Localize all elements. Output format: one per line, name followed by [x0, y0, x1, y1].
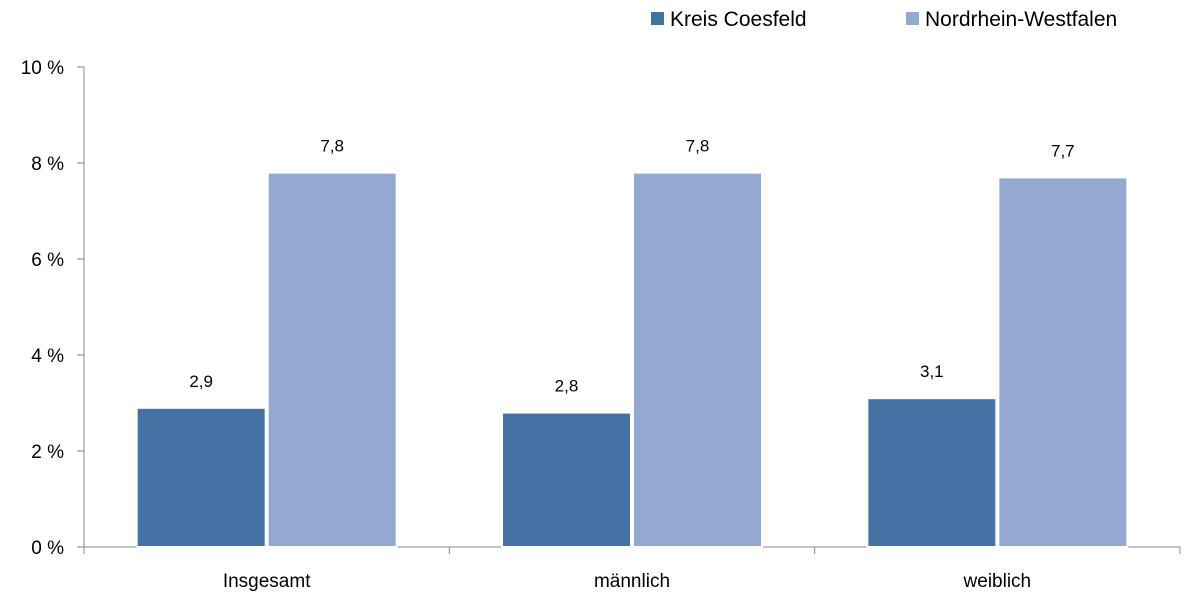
legend: Kreis Coesfeld Nordrhein-Westfalen	[651, 8, 1117, 31]
data-label: 7,8	[686, 137, 710, 156]
bar	[266, 171, 398, 548]
data-label: 2,9	[189, 372, 213, 391]
y-tick-label: 8 %	[31, 154, 64, 175]
y-tick-label: 2 %	[31, 442, 64, 463]
x-tick-label: männlich	[594, 571, 670, 592]
x-axis: Insgesamt männlich weiblich	[83, 546, 1181, 592]
x-tick-label: weiblich	[963, 571, 1032, 592]
bar	[501, 411, 632, 548]
y-tick-label: 10 %	[21, 58, 64, 79]
y-axis: 0 % 2 % 4 % 6 % 8 % 10 %	[21, 58, 85, 559]
legend-label-kreis-coesfeld: Kreis Coesfeld	[670, 8, 807, 31]
bar	[866, 397, 998, 549]
y-tick-label: 6 %	[31, 250, 64, 271]
y-tick-label: 0 %	[31, 538, 64, 559]
data-label: 3,1	[920, 362, 944, 381]
data-label: 7,7	[1051, 141, 1075, 160]
data-labels: 2,9 7,8 2,8 7,8 3,1 7,7	[189, 137, 1074, 396]
legend-label-nordrhein-westfalen: Nordrhein-Westfalen	[925, 8, 1117, 31]
bar	[632, 171, 763, 548]
y-tick-label: 4 %	[31, 346, 64, 367]
data-label: 2,8	[555, 377, 579, 396]
legend-swatch-kreis-coesfeld	[651, 12, 664, 25]
bars	[135, 171, 1129, 549]
legend-swatch-nordrhein-westfalen	[906, 12, 919, 25]
bar	[135, 406, 267, 548]
bar	[997, 176, 1129, 548]
x-tick-label: Insgesamt	[223, 571, 311, 592]
data-label: 7,8	[320, 137, 344, 156]
